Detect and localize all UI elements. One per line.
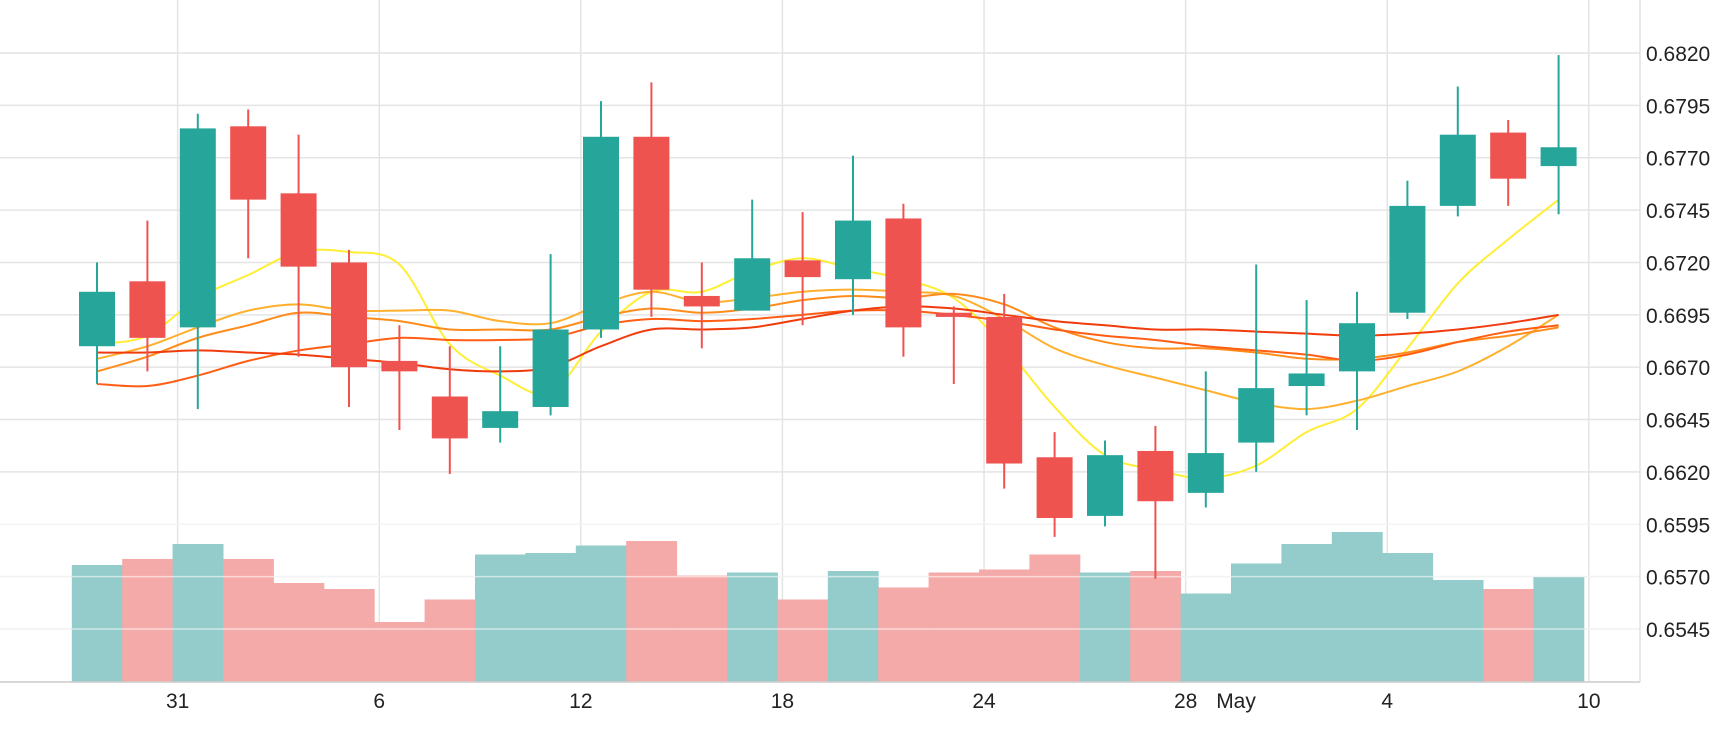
candle-body (835, 220, 871, 280)
volume-bar (1180, 593, 1232, 682)
y-tick-label: 0.6570 (1646, 567, 1710, 590)
volume-bar (71, 565, 123, 682)
x-tick-label: 10 (1577, 690, 1600, 713)
y-tick-label: 0.6695 (1646, 305, 1710, 328)
volume-bar (1483, 589, 1534, 682)
volume-bar (575, 545, 627, 682)
y-tick-label: 0.6545 (1646, 619, 1710, 642)
candle-layer (79, 55, 1577, 579)
candle-body (280, 193, 317, 267)
volume-bar (928, 572, 980, 682)
candle-body (683, 295, 720, 307)
candle-body (885, 218, 922, 328)
volume-bar (424, 599, 476, 682)
y-tick-label: 0.6745 (1646, 200, 1710, 223)
x-tick-label: May (1216, 690, 1256, 713)
candle-body (1087, 455, 1123, 516)
volume-bar (626, 541, 678, 682)
x-tick-label: 4 (1381, 690, 1393, 713)
candle-body (381, 360, 418, 372)
volume-bar (1432, 580, 1484, 682)
y-tick-label: 0.6820 (1646, 43, 1710, 66)
volume-bar (273, 583, 325, 682)
candle-body (1490, 132, 1527, 179)
candle-body (482, 411, 519, 428)
volume-bar (979, 569, 1030, 682)
x-tick-label: 28 (1174, 690, 1197, 713)
volume-bar (475, 554, 526, 682)
volume-bar (1382, 553, 1434, 682)
volume-bar (1331, 532, 1383, 682)
volume-bar (374, 622, 426, 682)
volume-bar (878, 587, 930, 682)
y-tick-label: 0.6670 (1646, 357, 1710, 380)
x-tick-label: 6 (373, 690, 385, 713)
candle-body (1439, 134, 1476, 206)
volume-bar (1231, 563, 1282, 682)
axis-layer: 0.6820 0.6795 0.6770 0.6745 0.6720 0.6695 0.66… (0, 0, 1710, 713)
y-tick-label: 0.6720 (1646, 252, 1710, 275)
x-tick-label: 12 (569, 690, 592, 713)
candle-body (230, 126, 267, 200)
volume-bar (122, 559, 174, 682)
candle-body (784, 260, 821, 278)
volume-layer (0, 523, 1640, 682)
volume-bar (777, 599, 829, 682)
volume-bar (223, 559, 274, 682)
candle-body (79, 291, 115, 347)
y-tick-label: 0.6770 (1646, 148, 1710, 171)
candle-body (129, 281, 166, 338)
candle-body (1137, 450, 1174, 502)
candle-body (179, 128, 216, 328)
y-tick-label: 0.6645 (1646, 410, 1710, 433)
candle-body (986, 316, 1023, 464)
candle-body (1389, 205, 1426, 313)
candle-body (1187, 453, 1224, 493)
candle-body (1339, 323, 1375, 372)
volume-bar (727, 572, 778, 682)
x-tick-label: 24 (972, 690, 996, 713)
volume-bar (525, 553, 577, 682)
x-tick-label: 31 (166, 690, 189, 713)
volume-bar (827, 571, 879, 682)
volume-bar (1029, 554, 1081, 682)
volume-bar (1079, 572, 1131, 682)
candle-body (1288, 373, 1325, 387)
candle-body (532, 329, 569, 407)
candle-body (633, 136, 670, 290)
candle-body (583, 136, 619, 330)
candle-body (1238, 388, 1275, 443)
candle-body (1036, 457, 1073, 518)
volume-bar (172, 544, 224, 682)
volume-bar (323, 589, 375, 682)
y-tick-label: 0.6620 (1646, 462, 1710, 485)
candle-body (1540, 147, 1577, 167)
candle-body (734, 258, 771, 311)
y-tick-label: 0.6795 (1646, 95, 1710, 118)
candle-body (431, 396, 468, 439)
candle-body (935, 312, 972, 317)
candle-body (331, 262, 367, 368)
y-tick-label: 0.6595 (1646, 514, 1710, 537)
x-tick-label: 18 (771, 690, 794, 713)
volume-bar (1130, 571, 1182, 682)
volume-bar (1281, 544, 1333, 682)
